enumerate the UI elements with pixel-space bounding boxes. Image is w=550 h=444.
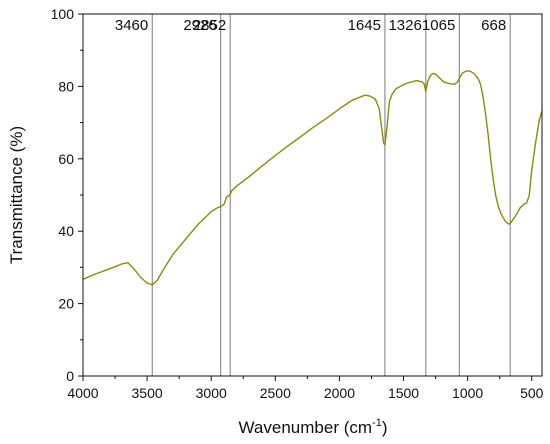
y-tick-label-80: 80	[58, 78, 74, 94]
x-tick-label-1000: 1000	[452, 385, 483, 401]
x-tick-label-2500: 2500	[260, 385, 291, 401]
peak-label-2926: 2926	[183, 17, 216, 34]
spectrum-line	[82, 70, 543, 286]
x-tick-label-3500: 3500	[132, 385, 163, 401]
x-tick-label-4000: 4000	[67, 385, 98, 401]
peak-label-1645: 1645	[348, 17, 381, 34]
x-tick-label-2000: 2000	[324, 385, 355, 401]
y-tick-label-40: 40	[58, 223, 74, 239]
peak-label-668: 668	[481, 17, 506, 34]
series-layer	[82, 70, 543, 286]
peak-label-1326: 1326	[388, 17, 421, 34]
y-tick-label-60: 60	[58, 151, 74, 167]
peak-label-3460: 3460	[115, 17, 148, 34]
x-tick-label-3000: 3000	[196, 385, 227, 401]
x-axis-label-main: Wavenumber (cm	[239, 418, 373, 437]
peak-label-2852: 2852	[193, 17, 226, 34]
y-tick-label-0: 0	[66, 368, 74, 384]
x-axis-label-superscript: -1	[372, 417, 382, 429]
y-tick-label-100: 100	[51, 6, 75, 22]
x-axis-label-close: )	[382, 418, 388, 437]
y-tick-label-20: 20	[58, 296, 74, 312]
y-axis-label: Transmittance (%)	[7, 126, 26, 264]
x-tick-label-500: 500	[520, 385, 544, 401]
x-axis-label: Wavenumber (cm-1)	[239, 417, 388, 437]
x-tick-label-1500: 1500	[388, 385, 419, 401]
tick-label-layer: 4000 3500 3000 2500 2000 1500 1000 500 0 20 40 60 80…	[51, 6, 544, 401]
peak-label-1065: 1065	[422, 17, 455, 34]
